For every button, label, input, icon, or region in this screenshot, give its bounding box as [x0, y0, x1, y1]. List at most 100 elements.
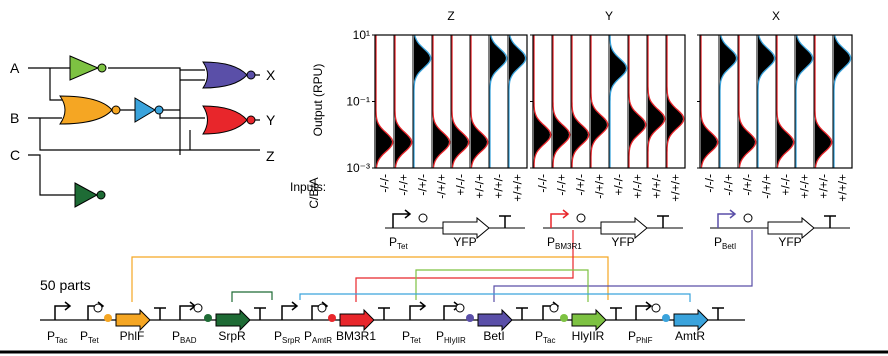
part-label: PTac — [535, 329, 555, 345]
output-label: X — [266, 67, 276, 83]
state-label: +/+/- — [817, 174, 831, 199]
part-name: P — [535, 329, 543, 343]
histogram — [610, 35, 626, 168]
y-axis-label: Output (RPU) — [311, 64, 325, 137]
histogram — [414, 35, 430, 168]
part-label: BetI — [483, 329, 504, 343]
promoter — [281, 301, 299, 320]
fit-curve — [413, 34, 432, 168]
promoter-label: PTet — [389, 235, 408, 251]
part-sub: Tac — [543, 336, 555, 345]
panel-title: Z — [447, 9, 454, 23]
rbs — [466, 314, 474, 322]
promoter-sub: BetI — [722, 242, 736, 251]
state-label: -/+/- — [416, 174, 430, 196]
part-sub: Tet — [88, 336, 99, 345]
reporter-promoter — [550, 209, 570, 228]
ribozyme — [455, 303, 465, 313]
terminator — [378, 307, 390, 320]
state-label: -/+/- — [574, 174, 588, 196]
part-label: PHlyIIR — [436, 329, 466, 345]
state-label: -/+/+ — [435, 174, 449, 199]
rbs — [204, 314, 212, 322]
promoter-sub: Tet — [397, 242, 408, 251]
state-label: -/+/+ — [760, 174, 774, 199]
gene-label: YFP — [778, 235, 801, 249]
part-name: P — [47, 329, 55, 343]
histogram — [534, 35, 550, 168]
fit-curve — [795, 34, 814, 168]
promoter — [179, 301, 197, 320]
part-label: PSrpR — [274, 329, 300, 345]
y-tick-label: 10⁻³ — [346, 161, 370, 175]
reporter-gene — [767, 216, 815, 240]
part-sub: PhlF — [636, 336, 653, 345]
fit-curve — [489, 34, 508, 168]
state-label: +/+/- — [650, 174, 664, 199]
terminator — [516, 307, 528, 320]
fit-curve — [700, 35, 719, 169]
gene-label: YFP — [453, 235, 476, 249]
histogram — [553, 35, 569, 168]
state-label: -/-/+ — [555, 174, 569, 196]
state-label: +/+/+ — [836, 174, 850, 202]
ribozyme — [576, 213, 586, 223]
state-label: -/-/- — [536, 174, 550, 193]
state-label: -/+/+ — [593, 174, 607, 199]
promoter-label: PBM3R1 — [547, 235, 582, 251]
panel-frame — [699, 34, 853, 169]
promoter-name: P — [714, 235, 722, 249]
histogram — [777, 35, 793, 168]
fit-curve — [833, 34, 852, 168]
part-label: PTac — [47, 329, 67, 345]
ribozyme — [93, 303, 103, 313]
panel-title: X — [772, 9, 780, 23]
part-sub: AmtR — [312, 336, 332, 345]
reporter-promoter — [717, 209, 737, 228]
terminator — [610, 307, 622, 320]
promoter-name: P — [547, 235, 555, 249]
part-name: P — [402, 329, 410, 343]
histogram — [509, 35, 525, 168]
ribozyme — [193, 303, 203, 313]
histogram — [701, 35, 717, 168]
rbs — [104, 314, 112, 322]
input-label: B — [10, 110, 19, 126]
gene — [115, 308, 151, 332]
fit-curve — [451, 35, 470, 169]
reporter-promoter — [392, 209, 412, 228]
panel-title: Y — [605, 9, 613, 23]
terminator — [499, 215, 511, 228]
state-label: +/-/- — [612, 174, 626, 196]
fit-curve — [757, 34, 776, 168]
gene — [339, 308, 375, 332]
input-label: A — [10, 60, 20, 76]
terminator — [712, 307, 724, 320]
part-label: PBAD — [172, 329, 197, 345]
part-name: P — [436, 329, 444, 343]
terminator — [657, 215, 669, 228]
part-sub: Tac — [55, 336, 67, 345]
terminator — [254, 307, 266, 320]
promoter-name: P — [389, 235, 397, 249]
fit-curve — [432, 35, 451, 169]
part-sub: Tet — [410, 336, 421, 345]
histogram — [629, 35, 645, 168]
part-label: PhlF — [120, 329, 145, 343]
terminator — [154, 307, 166, 320]
part-label: AmtR — [675, 329, 705, 343]
fit-curve — [552, 35, 571, 169]
part-name: P — [304, 329, 312, 343]
promoter-label: PBetI — [714, 235, 736, 251]
fit-curve — [738, 35, 757, 169]
part-label: PAmtR — [304, 329, 332, 345]
state-label: -/-/+ — [397, 174, 411, 196]
promoter — [635, 301, 653, 320]
fit-curve — [394, 35, 413, 169]
histogram — [834, 35, 850, 168]
part-sub: BAD — [180, 336, 197, 345]
rbs — [560, 314, 568, 322]
promoter-sub: BM3R1 — [555, 242, 582, 251]
histogram — [490, 35, 506, 168]
state-label: +/-/- — [454, 174, 468, 196]
